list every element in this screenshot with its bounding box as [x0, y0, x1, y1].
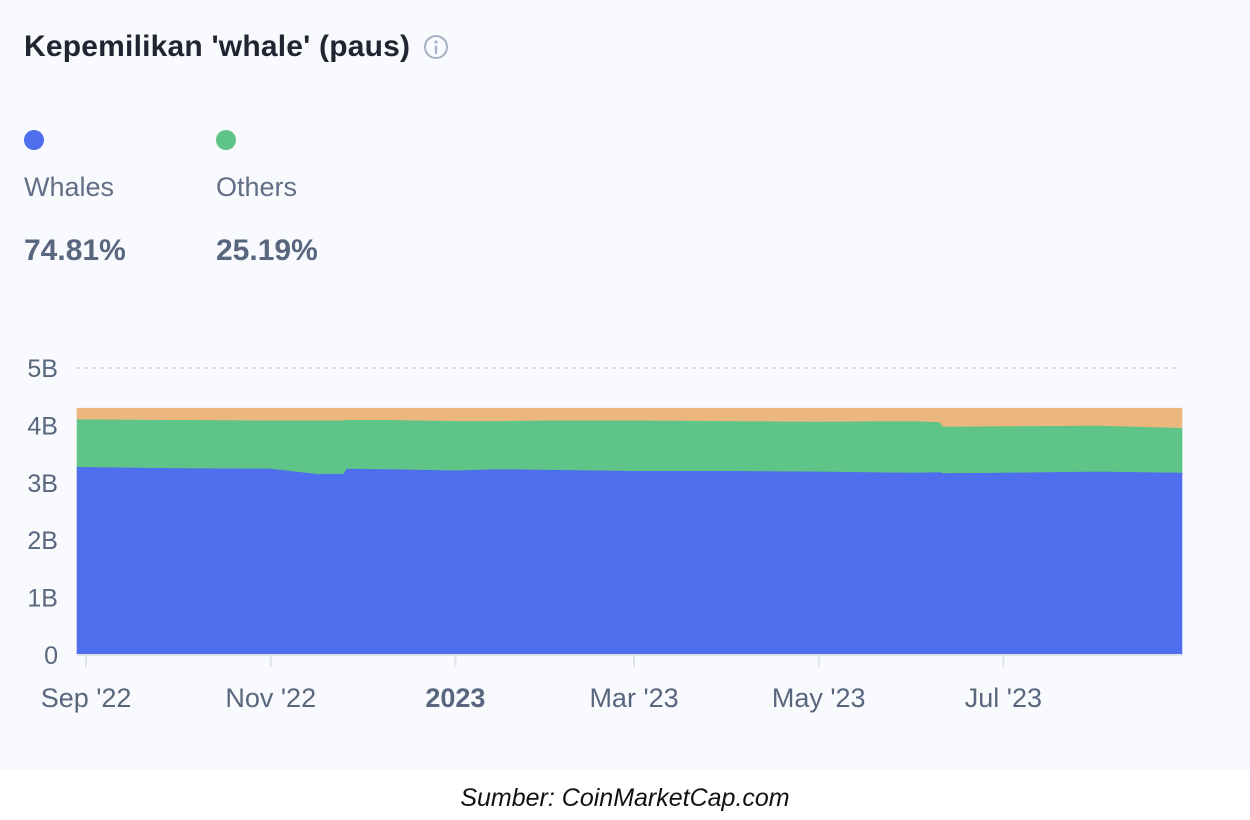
x-tick-label: Jul '23 — [965, 683, 1042, 713]
whale-holdings-card: Kepemilikan 'whale' (paus) Whales 74.81%… — [24, 30, 1183, 713]
y-tick-label: 2B — [27, 527, 58, 555]
x-tick-label: Nov '22 — [225, 683, 316, 713]
area-whales — [76, 466, 1183, 656]
y-tick-label: 3B — [27, 470, 58, 498]
y-tick-label: 5B — [27, 355, 58, 383]
x-tick-label: Sep '22 — [41, 683, 132, 713]
area-others — [76, 418, 1183, 474]
legend-label-whales: Whales — [24, 172, 115, 202]
y-tick-label: 0 — [44, 642, 58, 670]
x-tick-label: May '23 — [772, 683, 866, 713]
y-tick-label: 1B — [27, 585, 58, 613]
source-caption: Sumber: CoinMarketCap.com — [460, 784, 790, 812]
legend-dot-whales — [24, 130, 44, 150]
legend-item-others[interactable]: Others 25.19% — [216, 130, 318, 267]
x-tick-label: Mar '23 — [589, 683, 678, 713]
legend-value-whales: 74.81% — [24, 234, 126, 267]
y-tick-label: 4B — [27, 412, 58, 440]
area-series-3 — [76, 407, 1183, 429]
info-circle-icon[interactable] — [422, 33, 450, 61]
holdings-area-chart: 0 1B 2B 3B 4B 5B Sep '22 Nov '22 2023 Mar '23 May … — [27, 355, 1183, 713]
title-row: Kepemilikan 'whale' (paus) — [24, 30, 450, 64]
legend-item-whales[interactable]: Whales 74.81% — [24, 130, 126, 267]
x-tick-label: 2023 — [425, 683, 485, 713]
legend-label-others: Others — [216, 172, 298, 202]
chart-title: Kepemilikan 'whale' (paus) — [24, 30, 411, 63]
legend-dot-others — [216, 130, 236, 150]
legend-value-others: 25.19% — [216, 234, 318, 267]
